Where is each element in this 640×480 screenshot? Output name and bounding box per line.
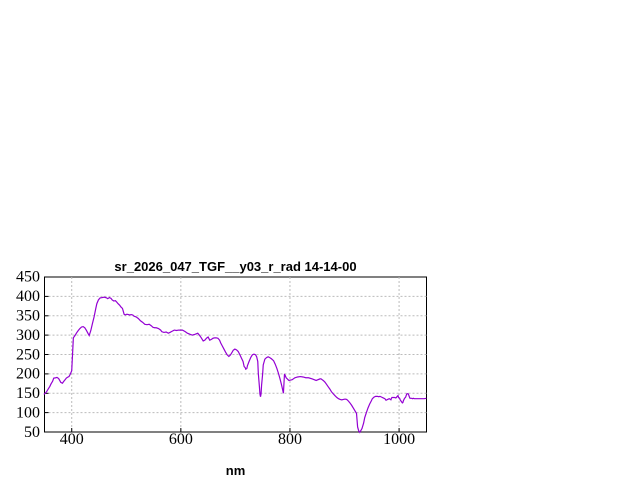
svg-text:200: 200 — [16, 366, 40, 383]
svg-text:150: 150 — [16, 385, 40, 402]
svg-text:250: 250 — [16, 346, 40, 363]
svg-text:400: 400 — [16, 288, 40, 305]
svg-text:350: 350 — [16, 308, 40, 325]
svg-text:800: 800 — [278, 431, 302, 448]
svg-text:400: 400 — [60, 431, 84, 448]
svg-text:50: 50 — [24, 424, 40, 441]
svg-text:450: 450 — [16, 269, 40, 286]
svg-text:300: 300 — [16, 327, 40, 344]
svg-text:100: 100 — [16, 405, 40, 422]
svg-text:600: 600 — [169, 431, 193, 448]
svg-text:1000: 1000 — [383, 431, 415, 448]
